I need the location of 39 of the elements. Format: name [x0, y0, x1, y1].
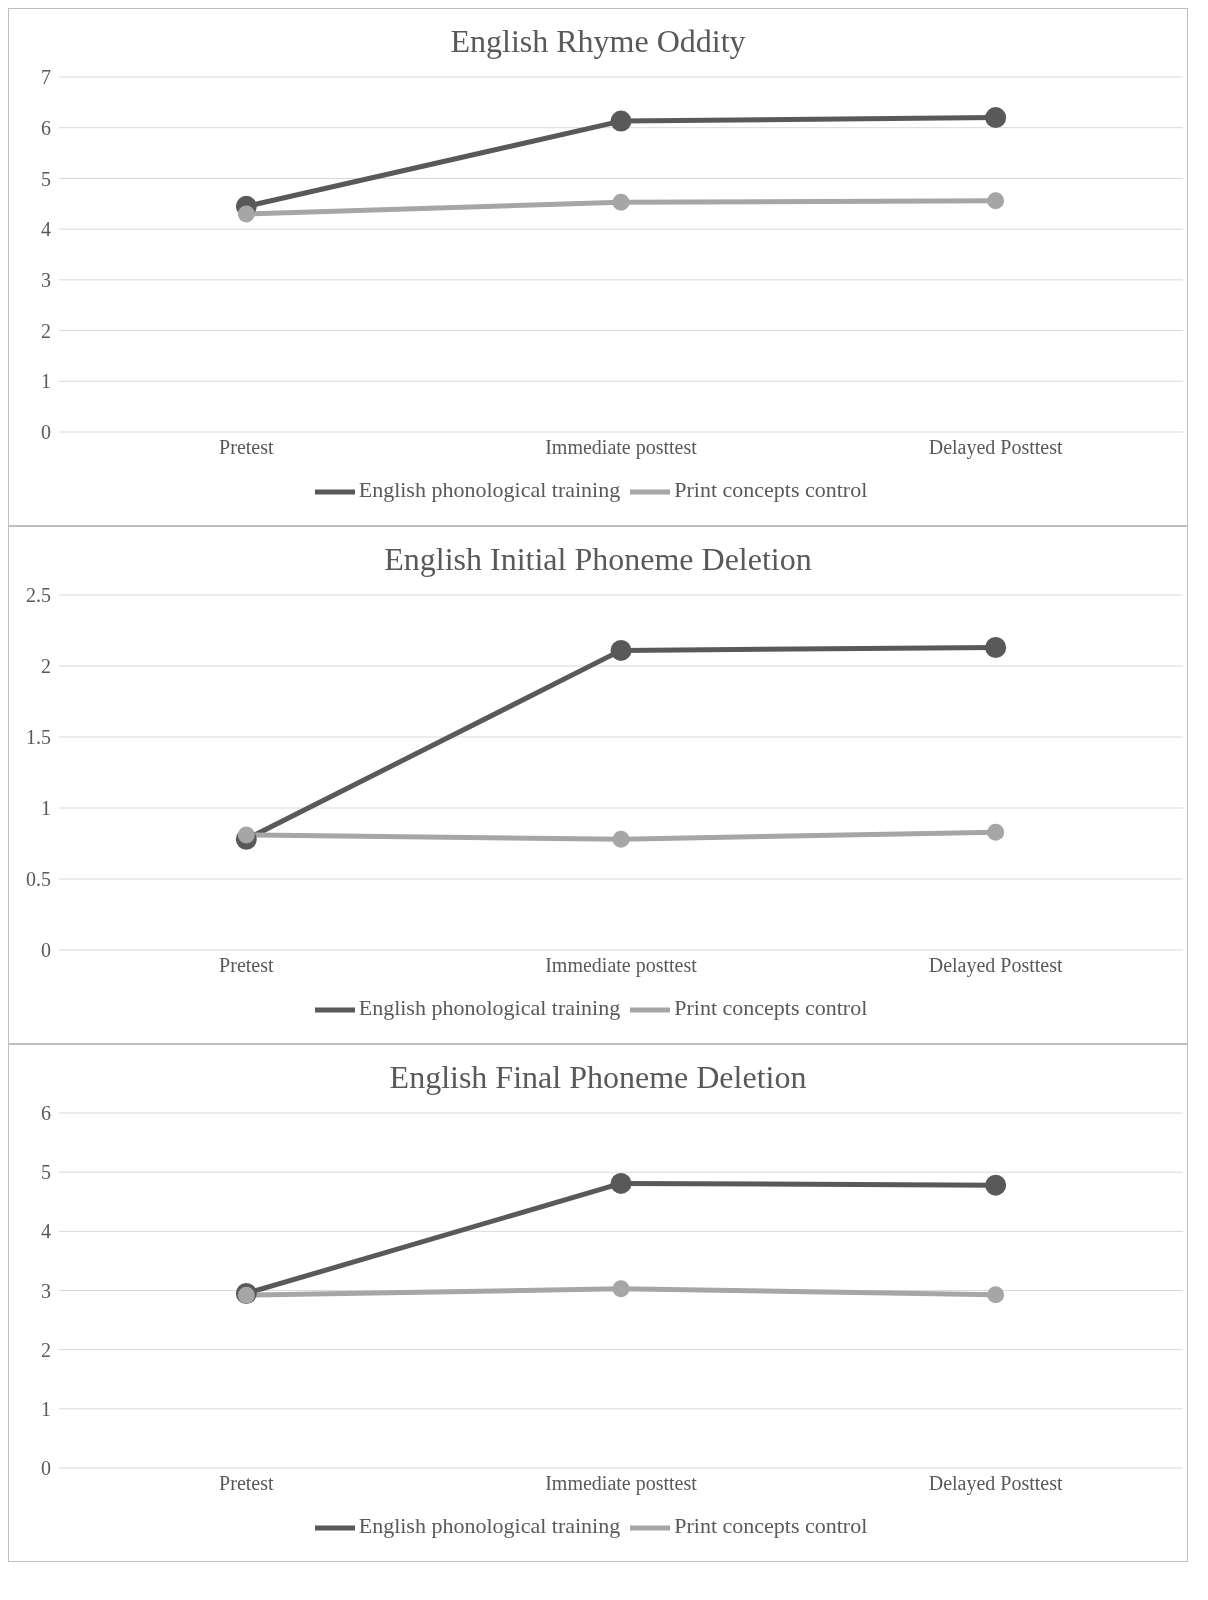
x-tick-label: Pretest — [219, 954, 274, 977]
x-tick-label: Immediate posttest — [545, 1472, 698, 1496]
y-tick-label: 0 — [41, 939, 51, 962]
x-tick-label: Pretest — [219, 436, 274, 459]
x-tick-label: Pretest — [219, 1472, 274, 1495]
y-tick-label: 1 — [41, 797, 51, 820]
x-tick-label: Delayed Posttest — [928, 436, 1064, 460]
y-tick-label: 2.5 — [26, 584, 51, 607]
x-tick-label: Delayed Posttest — [928, 1472, 1064, 1496]
y-tick-label: 3 — [41, 268, 51, 291]
y-tick-label: 6 — [41, 116, 51, 139]
y-tick-label: 7 — [41, 66, 51, 89]
legend-label: Print concepts control — [674, 995, 868, 1021]
y-tick-label: 6 — [41, 1102, 51, 1125]
y-tick-label: 3 — [41, 1279, 51, 1302]
y-tick-label: 2 — [41, 655, 51, 678]
y-tick-label: 1 — [41, 370, 51, 393]
chart-title: English Final Phoneme Deletion — [388, 1058, 808, 1097]
y-tick-label: 0 — [41, 1457, 51, 1480]
legend-label: English phonological training — [358, 477, 621, 503]
y-tick-label: 0 — [41, 421, 51, 444]
y-tick-label: 2 — [41, 1338, 51, 1361]
x-tick-label: Immediate posttest — [545, 436, 698, 460]
x-tick-label: Immediate posttest — [545, 954, 698, 978]
legend-label: Print concepts control — [674, 1513, 868, 1539]
y-tick-label: 0.5 — [26, 868, 51, 891]
y-tick-label: 4 — [41, 1220, 51, 1243]
chart-title: English Initial Phoneme Deletion — [383, 540, 813, 579]
y-tick-label: 1.5 — [26, 726, 51, 749]
chart-title: English Rhyme Oddity — [449, 22, 747, 61]
y-tick-label: 5 — [41, 167, 51, 190]
legend-label: English phonological training — [358, 995, 621, 1021]
legend-label: Print concepts control — [674, 477, 868, 503]
y-tick-label: 1 — [41, 1397, 51, 1420]
y-tick-label: 2 — [41, 319, 51, 342]
y-tick-label: 5 — [41, 1161, 51, 1184]
legend-label: English phonological training — [358, 1513, 621, 1539]
x-tick-label: Delayed Posttest — [928, 954, 1064, 978]
y-tick-label: 4 — [41, 218, 51, 241]
